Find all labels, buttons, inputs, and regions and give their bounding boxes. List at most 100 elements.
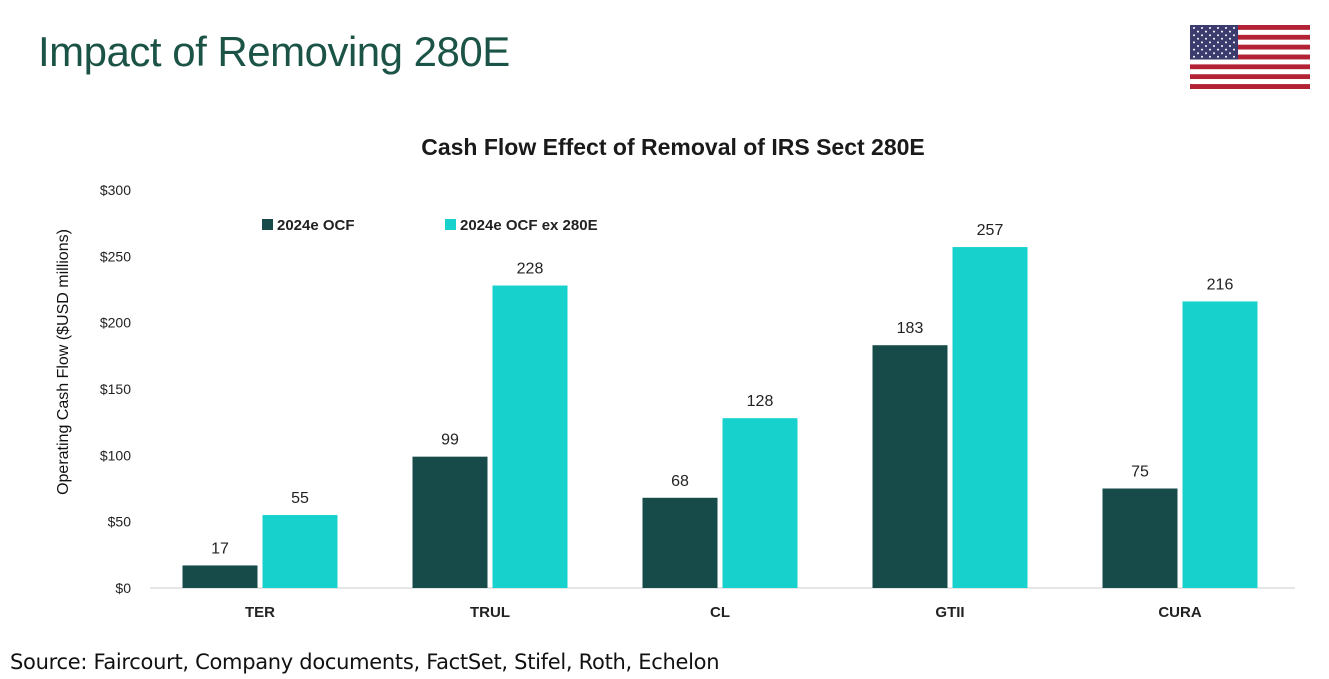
data-label: 55 <box>291 490 309 507</box>
flag-star <box>1209 55 1211 58</box>
flag-stripe <box>1190 39 1310 45</box>
flag-star <box>1201 34 1203 37</box>
flag-star <box>1193 41 1195 44</box>
flag-star <box>1197 30 1199 33</box>
flag-star <box>1229 37 1231 40</box>
y-tick-label: $300 <box>100 182 131 198</box>
page-title: Impact of Removing 280E <box>38 28 510 75</box>
bar-ter-ocf <box>182 565 258 588</box>
flag-star <box>1233 27 1235 29</box>
flag-stripe <box>1190 79 1310 85</box>
flag-star <box>1233 55 1235 58</box>
data-labels: 17 55 99 228 68 128 183 257 75 216 <box>211 222 1233 557</box>
y-tick-label: $250 <box>100 248 131 264</box>
flag-star <box>1201 41 1203 44</box>
flag-star <box>1217 41 1219 44</box>
y-tick-label: $100 <box>100 447 131 463</box>
flag-stripe <box>1190 59 1310 65</box>
flag-star <box>1233 41 1235 44</box>
chart-title: Cash Flow Effect of Removal of IRS Sect … <box>421 134 925 160</box>
flag-star <box>1197 45 1199 47</box>
flag-stripe <box>1190 74 1310 80</box>
flag-star <box>1221 45 1223 47</box>
flag-stripe <box>1190 64 1310 70</box>
flag-star <box>1225 48 1227 51</box>
data-label: 228 <box>517 261 544 278</box>
y-axis-ticks: $0 $50 $100 $150 $200 $250 $300 <box>100 182 131 596</box>
flag-stripe <box>1190 44 1310 50</box>
data-label: 75 <box>1131 464 1149 481</box>
y-tick-label: $200 <box>100 315 131 331</box>
flag-star <box>1229 30 1231 33</box>
x-tick-label: CURA <box>1158 604 1201 621</box>
flag-star <box>1233 34 1235 37</box>
flag-stripe <box>1190 69 1310 75</box>
data-label: 68 <box>671 473 689 490</box>
flag-star <box>1205 52 1207 55</box>
data-label: 183 <box>897 320 924 337</box>
bar-cura-ocf-ex-280e <box>1182 301 1258 588</box>
x-tick-label: TRUL <box>470 604 510 621</box>
x-tick-label: TER <box>245 604 275 621</box>
bar-gtii-ocf <box>872 345 948 588</box>
bar-trul-ocf <box>412 456 488 588</box>
data-label: 17 <box>211 540 229 557</box>
flag-star <box>1197 52 1199 55</box>
flag-star <box>1217 34 1219 37</box>
y-tick-label: $0 <box>115 580 131 596</box>
flag-stripe <box>1190 54 1310 60</box>
x-tick-label: CL <box>710 604 730 621</box>
source-note: Source: Faircourt, Company documents, Fa… <box>10 650 720 674</box>
flag-star <box>1209 34 1211 37</box>
flag-star <box>1193 27 1195 29</box>
bar-cura-ocf <box>1102 488 1178 588</box>
flag-star <box>1225 41 1227 44</box>
flag-stripe <box>1190 34 1310 40</box>
legend-label: 2024e OCF ex 280E <box>460 217 598 234</box>
flag-stripe <box>1190 25 1310 30</box>
data-label: 257 <box>977 222 1004 239</box>
flag-star <box>1229 52 1231 55</box>
flag-star <box>1201 48 1203 51</box>
flag-star <box>1217 48 1219 51</box>
flag-stripe <box>1190 49 1310 55</box>
y-tick-label: $50 <box>108 514 132 530</box>
flag-star <box>1193 55 1195 58</box>
legend-swatch <box>262 219 273 230</box>
x-axis-ticks: TER TRUL CL GTII CURA <box>245 604 1202 621</box>
data-label: 216 <box>1207 276 1234 293</box>
flag-star <box>1193 48 1195 51</box>
us-flag-icon <box>1190 25 1310 89</box>
flag-star <box>1213 45 1215 47</box>
flag-star <box>1209 48 1211 51</box>
flag-star <box>1225 34 1227 37</box>
flag-star <box>1205 45 1207 47</box>
bar-cl-ocf <box>642 497 718 588</box>
y-axis-label: Operating Cash Flow ($USD millions) <box>55 229 72 495</box>
bar-trul-ocf-ex-280e <box>492 285 568 588</box>
bar-gtii-ocf-ex-280e <box>952 247 1028 588</box>
x-tick-label: GTII <box>935 604 964 621</box>
legend-label: 2024e OCF <box>277 217 355 234</box>
flag-star <box>1213 30 1215 33</box>
flag-star <box>1225 27 1227 29</box>
flag-star <box>1201 55 1203 58</box>
flag-star <box>1217 27 1219 29</box>
flag-star <box>1205 37 1207 40</box>
flag-star <box>1229 45 1231 47</box>
flag-stripe <box>1190 84 1310 89</box>
flag-star <box>1197 37 1199 40</box>
flag-star <box>1221 30 1223 33</box>
legend: 2024e OCF 2024e OCF ex 280E <box>262 217 598 234</box>
flag-star <box>1221 37 1223 40</box>
flag-stripe <box>1190 29 1310 35</box>
flag-star <box>1201 27 1203 29</box>
flag-star <box>1213 37 1215 40</box>
flag-star <box>1209 41 1211 44</box>
flag-star <box>1205 30 1207 33</box>
bar-chart: Cash Flow Effect of Removal of IRS Sect … <box>55 134 1295 621</box>
flag-star <box>1221 52 1223 55</box>
bar-cl-ocf-ex-280e <box>722 418 798 588</box>
data-label: 99 <box>441 432 459 449</box>
flag-star <box>1233 48 1235 51</box>
